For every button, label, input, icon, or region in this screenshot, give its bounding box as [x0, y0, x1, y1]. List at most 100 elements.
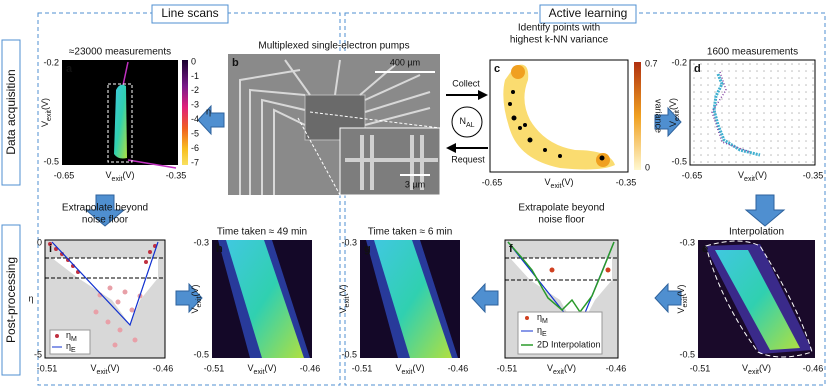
y-tick-label: -0.3 [679, 237, 695, 247]
y-axis-label-part: exit [196, 296, 203, 307]
grid-sample [777, 154, 779, 156]
grid-sample [763, 70, 765, 72]
panel-letter: h [216, 243, 223, 255]
grid-sample [728, 70, 730, 72]
grid-sample [777, 91, 779, 93]
x-tick-label: -0.35 [803, 170, 824, 180]
y-axis-label-part: exit [344, 296, 351, 307]
x-axis-label-part: exit [551, 183, 562, 190]
colorbar-tick-label: 0 [191, 56, 196, 66]
row-label: Post-processing [4, 257, 18, 343]
grid-sample [693, 77, 695, 79]
grid-sample [791, 147, 793, 149]
grid-sample [756, 140, 758, 142]
grid-sample [784, 105, 786, 107]
legend-label: ηE [66, 341, 76, 354]
collect-arrow-head [478, 90, 488, 100]
grid-sample [798, 140, 800, 142]
grid-sample [756, 77, 758, 79]
sample-grid [693, 63, 814, 163]
grid-sample [791, 126, 793, 128]
grid-sample [735, 126, 737, 128]
y-axis-label-part: V [338, 307, 348, 313]
grid-sample [700, 112, 702, 114]
y-axis-label: Vexit(V) [190, 285, 203, 314]
grid-sample [728, 133, 730, 135]
grid-sample [763, 77, 765, 79]
grid-sample [763, 105, 765, 107]
measured-points [712, 73, 761, 157]
grid-sample [707, 147, 709, 149]
grid-sample [777, 140, 779, 142]
circle [543, 148, 547, 152]
colorbar-tick-label: 0.7 [645, 58, 658, 68]
grid-sample [791, 119, 793, 121]
section-title-box [151, 4, 229, 24]
panel-title: Time taken ≈ 6 min [368, 227, 453, 238]
grid-sample [812, 84, 814, 86]
legend-box [517, 311, 603, 355]
grid-sample [742, 140, 744, 142]
y-axis-label-part: (V) [676, 285, 686, 297]
legend-label: ηM [66, 330, 77, 343]
y-tick-label: -0.5 [43, 156, 59, 166]
grid-sample [721, 147, 723, 149]
grid-sample [805, 161, 807, 163]
grid-sample [784, 133, 786, 135]
x-axis-label: Vexit(V) [547, 363, 576, 376]
circle [511, 115, 517, 121]
grid-sample [714, 147, 716, 149]
grid-sample [791, 140, 793, 142]
grid-sample [714, 140, 716, 142]
grid-sample [784, 140, 786, 142]
grid-sample [812, 154, 814, 156]
x-axis-label-part: (V) [107, 363, 119, 373]
grid-sample [784, 63, 786, 65]
grid-sample [735, 105, 737, 107]
grid-sample [693, 154, 695, 156]
grid-sample [798, 98, 800, 100]
scale-label: 400 µm [390, 57, 420, 67]
y-axis-label-part: V [40, 121, 50, 127]
measured-point [549, 267, 555, 273]
y-tick-label: -0.3 [341, 237, 357, 247]
grid-sample [714, 154, 716, 156]
grid-sample [728, 119, 730, 121]
y-axis-label-part: (V) [668, 98, 678, 110]
colorbar-tick-label: -3 [191, 100, 199, 110]
grid-sample [798, 154, 800, 156]
grid-sample [791, 84, 793, 86]
grid-sample [693, 70, 695, 72]
grid-sample [742, 91, 744, 93]
grid-sample [798, 84, 800, 86]
colorbar-tick-label: -5 [191, 129, 199, 139]
grid-sample [742, 161, 744, 163]
grid-sample [735, 161, 737, 163]
grid-sample [742, 70, 744, 72]
grid-sample [784, 126, 786, 128]
y-axis-label: Vexit(V) [338, 285, 351, 314]
grid-sample [805, 91, 807, 93]
panel-title: Identify points with [518, 23, 600, 34]
x-tick-label: -0.51 [37, 363, 58, 373]
y-tick-label: 0 [37, 237, 42, 247]
panel-title: Time taken ≈ 49 min [217, 227, 307, 238]
circle [599, 155, 605, 161]
panel-letter: g [364, 243, 371, 255]
y-axis-label-part: (V) [190, 285, 200, 297]
extrapolation-line [51, 241, 159, 327]
grid-sample [805, 112, 807, 114]
grid-sample [812, 126, 814, 128]
grid-sample [784, 84, 786, 86]
grid-sample [700, 98, 702, 100]
y-tick-label: -5 [34, 349, 42, 359]
grid-sample [798, 70, 800, 72]
grid-sample [770, 70, 772, 72]
inset-pointer [297, 111, 441, 196]
legend-label-part: η [66, 341, 71, 351]
grid-sample [707, 84, 709, 86]
grid-sample [735, 112, 737, 114]
grid-sample [728, 161, 730, 163]
y-axis-label: Vexit(V) [40, 98, 53, 127]
x-axis-label-part: exit [744, 176, 755, 183]
